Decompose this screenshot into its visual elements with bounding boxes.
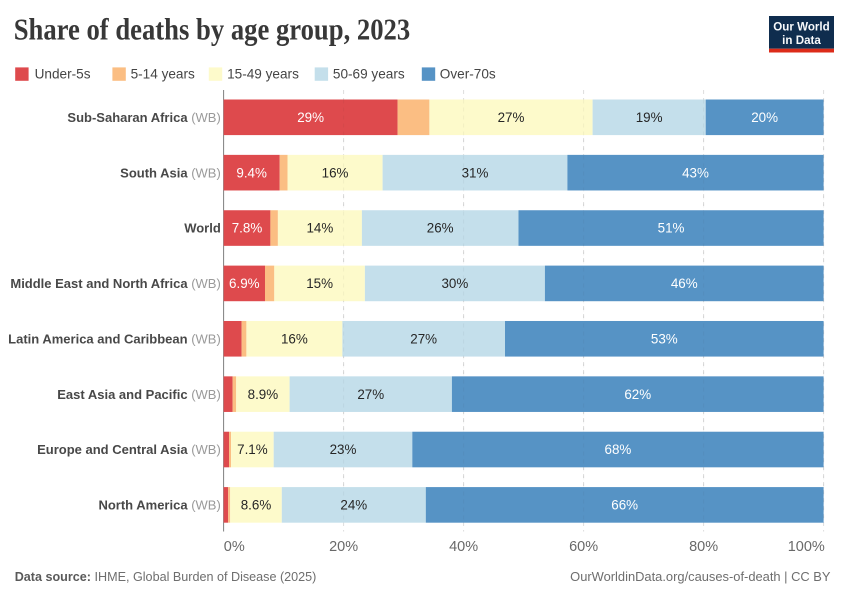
svg-text:26%: 26% (427, 221, 454, 236)
svg-text:15%: 15% (306, 276, 333, 291)
svg-text:0%: 0% (224, 539, 245, 555)
svg-text:Share of deaths by age group,: Share of deaths by age group, 2023 (14, 13, 411, 47)
svg-text:27%: 27% (357, 387, 384, 402)
svg-text:24%: 24% (340, 498, 367, 513)
svg-text:29%: 29% (297, 110, 324, 125)
svg-text:60%: 60% (569, 539, 598, 555)
svg-text:OurWorldinData.org/causes-of-d: OurWorldinData.org/causes-of-death | CC … (570, 569, 831, 584)
svg-text:100%: 100% (788, 539, 825, 555)
svg-text:16%: 16% (322, 165, 349, 180)
svg-text:80%: 80% (689, 539, 718, 555)
svg-text:7.8%: 7.8% (232, 221, 263, 236)
svg-text:51%: 51% (658, 221, 685, 236)
svg-text:14%: 14% (306, 221, 333, 236)
svg-text:27%: 27% (410, 331, 437, 346)
svg-text:66%: 66% (611, 498, 638, 513)
svg-text:15-49 years: 15-49 years (227, 67, 299, 82)
svg-text:Middle East and North Africa (: Middle East and North Africa (WB) (10, 276, 220, 291)
svg-text:Europe and Central Asia (WB): Europe and Central Asia (WB) (37, 442, 221, 457)
svg-text:Sub-Saharan Africa (WB): Sub-Saharan Africa (WB) (67, 110, 220, 125)
svg-text:30%: 30% (441, 276, 468, 291)
svg-text:Data source: IHME, Global Burd: Data source: IHME, Global Burden of Dise… (15, 570, 317, 584)
svg-text:9.4%: 9.4% (236, 165, 267, 180)
svg-text:50-69 years: 50-69 years (333, 67, 405, 82)
svg-text:North America (WB): North America (WB) (98, 497, 220, 512)
svg-text:8.9%: 8.9% (248, 387, 279, 402)
svg-text:World: World (184, 221, 221, 236)
svg-text:8.6%: 8.6% (241, 498, 272, 513)
svg-text:43%: 43% (682, 165, 709, 180)
svg-text:South Asia (WB): South Asia (WB) (120, 165, 221, 180)
svg-text:16%: 16% (281, 331, 308, 346)
svg-text:27%: 27% (498, 110, 525, 125)
svg-text:East Asia and Pacific (WB): East Asia and Pacific (WB) (57, 387, 221, 402)
svg-text:5-14 years: 5-14 years (131, 67, 195, 82)
svg-text:Latin America and Caribbean (W: Latin America and Caribbean (WB) (8, 331, 221, 346)
svg-text:40%: 40% (449, 539, 478, 555)
svg-text:31%: 31% (462, 165, 489, 180)
svg-text:23%: 23% (330, 442, 357, 457)
svg-text:19%: 19% (636, 110, 663, 125)
svg-text:6.9%: 6.9% (229, 276, 260, 291)
svg-text:68%: 68% (605, 442, 632, 457)
svg-text:Our World: Our World (773, 21, 829, 34)
svg-text:20%: 20% (329, 539, 358, 555)
svg-text:7.1%: 7.1% (237, 442, 268, 457)
svg-text:20%: 20% (751, 110, 778, 125)
svg-text:in Data: in Data (782, 34, 821, 47)
svg-text:Under-5s: Under-5s (35, 67, 91, 82)
svg-text:53%: 53% (651, 331, 678, 346)
svg-text:46%: 46% (671, 276, 698, 291)
svg-text:Over-70s: Over-70s (440, 67, 496, 82)
svg-text:62%: 62% (624, 387, 651, 402)
